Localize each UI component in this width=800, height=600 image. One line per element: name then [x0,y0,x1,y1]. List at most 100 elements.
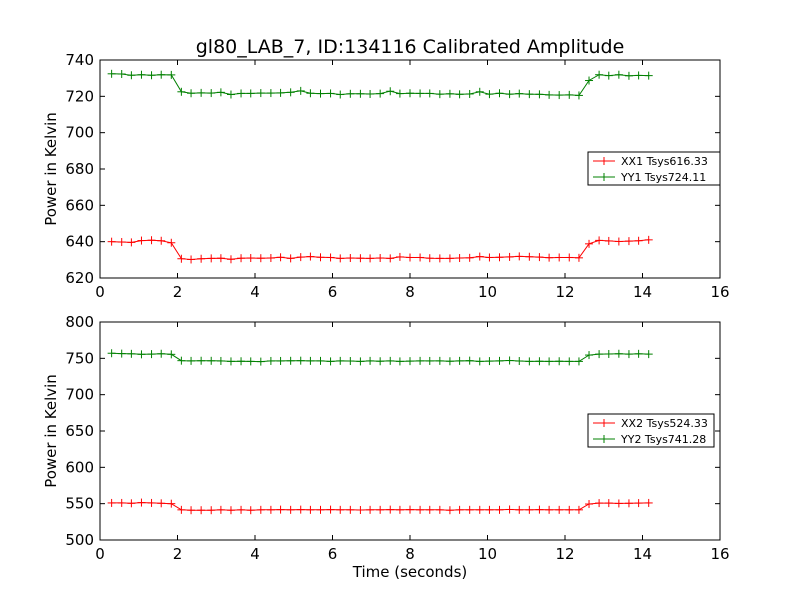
data-point [356,254,365,263]
data-point [356,89,365,98]
legend-box [587,413,715,448]
data-point [465,253,474,262]
data-point [535,505,544,514]
data-point [187,255,196,264]
data-point [545,253,554,262]
data-point [416,253,425,262]
data-point [316,356,325,365]
data-point [395,505,404,514]
data-point [187,506,196,515]
data-point [485,253,494,262]
data-point [475,357,484,366]
y-tick-label: 620 [65,269,94,287]
data-point [406,505,414,514]
data-point [376,89,385,98]
x-tick-label: 4 [250,545,260,563]
data-point [574,253,583,262]
x-tick-label: 8 [405,545,415,563]
legend-label: YY1 Tsys724.11 [620,171,706,184]
data-point [117,238,126,247]
data-point [525,252,534,261]
legend-label: XX1 Tsys616.33 [621,155,708,168]
data-point [485,505,494,514]
data-point [515,357,524,366]
data-point [276,88,285,97]
data-point [256,357,265,366]
data-point [137,236,146,245]
data-point [406,253,414,262]
data-point [555,253,564,262]
data-point [535,253,544,262]
x-tick-label: 2 [173,545,183,563]
data-point [585,351,594,360]
data-point [286,356,295,365]
data-point [614,349,623,358]
data-point [406,89,414,98]
data-point [395,89,404,98]
data-point [157,499,166,508]
y-tick-label: 550 [65,495,94,513]
data-point [495,253,504,262]
data-point [207,89,216,98]
data-point [167,499,176,508]
data-point [316,505,325,514]
data-point [336,505,345,514]
upper-plot: 0 2 4 6 8 10 12 14 16 620 640 660 680 700 720 740 Power … [42,51,730,301]
data-point [266,356,275,365]
data-point [425,505,434,514]
data-point [614,70,623,79]
data-point [555,91,564,100]
data-point [395,357,404,366]
data-point [316,89,325,98]
data-point [406,357,414,366]
data-point [395,252,404,261]
data-point [445,89,454,98]
data-point [585,500,594,509]
data-point [326,89,335,98]
data-point [435,505,444,514]
data-point [574,505,583,514]
data-point [306,356,315,365]
data-point [346,505,355,514]
data-point [595,499,604,508]
data-point [197,506,206,515]
data-point [276,253,285,262]
data-point [634,499,643,508]
x-tick-label: 16 [710,545,729,563]
data-point [624,350,633,359]
data-point [336,356,345,365]
data-point [296,505,305,514]
x-tick-label: 6 [328,283,338,301]
data-point [276,356,285,365]
data-point [246,89,255,98]
legend-box [587,151,721,186]
data-point [634,236,643,245]
data-point [237,254,246,263]
data-point [237,505,246,514]
data-point [137,70,146,79]
data-point [306,252,315,261]
y-tick-label: 600 [65,458,94,476]
x-tick-label: 0 [95,283,105,301]
legend-label: XX2 Tsys524.33 [621,417,708,430]
data-point [107,237,116,246]
data-point [455,90,464,99]
data-point [177,356,186,365]
data-point [425,254,434,263]
data-point [296,356,305,365]
data-point [167,350,176,359]
data-point [187,89,196,98]
data-point [574,357,583,366]
data-point [157,70,166,79]
data-point [376,254,385,263]
x-tick-label: 10 [478,545,497,563]
y-tick-label: 640 [65,233,94,251]
y-tick-label: 750 [65,349,94,367]
data-point [127,499,136,508]
data-point [475,252,484,261]
data-point [585,76,594,85]
data-point [256,89,265,98]
data-point [356,357,365,366]
data-point [465,89,474,98]
x-tick-label: 12 [555,283,574,301]
